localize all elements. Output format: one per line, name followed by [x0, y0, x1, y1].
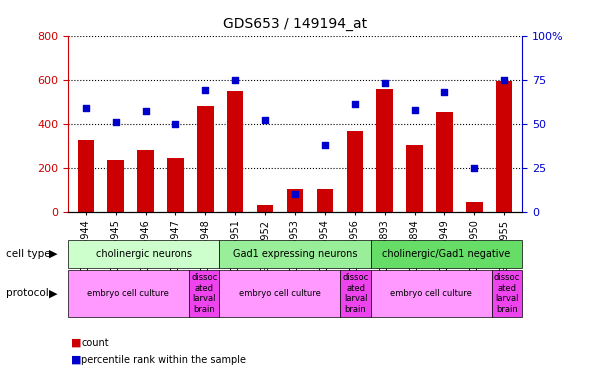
Text: GDS653 / 149194_at: GDS653 / 149194_at: [223, 17, 367, 31]
Bar: [107, 160, 124, 212]
Text: cholinergic neurons: cholinergic neurons: [96, 249, 192, 259]
Bar: [346, 132, 363, 212]
Point: [380, 80, 389, 86]
Bar: [257, 205, 273, 212]
Text: percentile rank within the sample: percentile rank within the sample: [81, 355, 247, 365]
Bar: [167, 158, 183, 212]
Point: [500, 77, 509, 83]
Point: [231, 77, 240, 83]
Text: embryo cell culture: embryo cell culture: [239, 289, 321, 298]
Bar: [466, 202, 483, 212]
Point: [410, 106, 419, 112]
Point: [440, 89, 449, 95]
Text: cholinergic/Gad1 negative: cholinergic/Gad1 negative: [382, 249, 510, 259]
Point: [201, 87, 210, 93]
Text: ▶: ▶: [49, 249, 57, 259]
Text: ▶: ▶: [49, 288, 57, 298]
Text: ■: ■: [71, 355, 81, 365]
Text: Gad1 expressing neurons: Gad1 expressing neurons: [232, 249, 358, 259]
Text: dissoc
ated
larval
brain: dissoc ated larval brain: [191, 273, 217, 314]
Text: embryo cell culture: embryo cell culture: [391, 289, 472, 298]
Text: protocol: protocol: [6, 288, 48, 298]
Point: [320, 142, 330, 148]
Text: ■: ■: [71, 338, 81, 348]
Bar: [197, 106, 214, 212]
Point: [260, 117, 270, 123]
Point: [290, 191, 300, 197]
Bar: [287, 189, 303, 212]
Text: count: count: [81, 338, 109, 348]
Bar: [496, 81, 513, 212]
Point: [81, 105, 90, 111]
Point: [470, 165, 479, 171]
Point: [171, 121, 180, 127]
Text: cell type: cell type: [6, 249, 51, 259]
Bar: [436, 112, 453, 212]
Text: dissoc
ated
larval
brain: dissoc ated larval brain: [494, 273, 520, 314]
Point: [350, 101, 359, 107]
Bar: [77, 140, 94, 212]
Bar: [227, 91, 244, 212]
Text: dissoc
ated
larval
brain: dissoc ated larval brain: [342, 273, 369, 314]
Bar: [137, 150, 154, 212]
Bar: [376, 88, 393, 212]
Bar: [407, 145, 423, 212]
Bar: [317, 189, 333, 212]
Text: embryo cell culture: embryo cell culture: [87, 289, 169, 298]
Point: [111, 119, 120, 125]
Point: [141, 108, 150, 114]
